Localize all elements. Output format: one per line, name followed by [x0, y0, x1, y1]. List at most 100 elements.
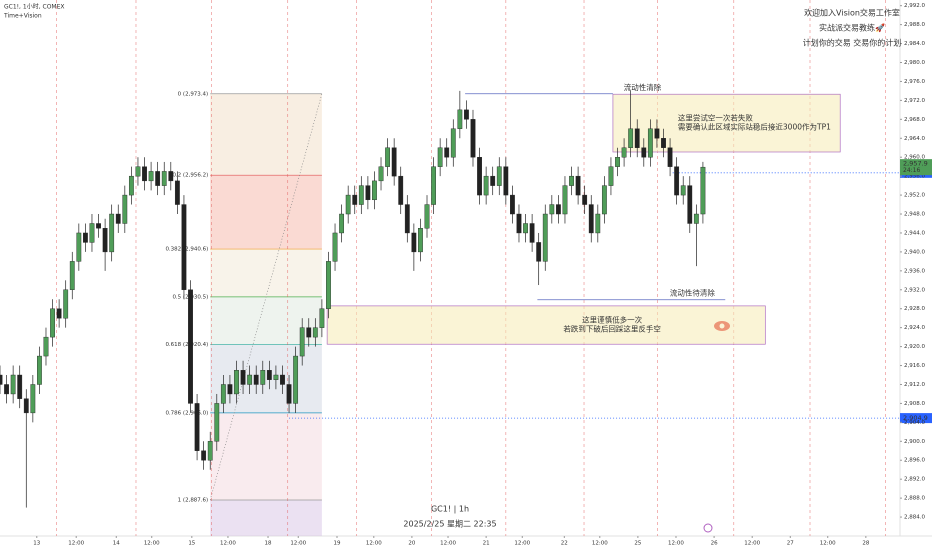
fib-band — [210, 344, 322, 413]
candle-body — [306, 327, 312, 338]
candle-body — [293, 355, 299, 404]
liquidity-label: 流动性清除 — [624, 82, 662, 92]
candle-body — [450, 128, 456, 158]
candle-body — [601, 185, 607, 215]
price-tag — [900, 413, 932, 424]
y-tick-label: 2,972.0 — [904, 98, 925, 104]
candle-body — [142, 166, 147, 182]
candle-body — [529, 223, 535, 243]
candle-body — [431, 166, 436, 205]
last-price-tag — [900, 159, 932, 176]
candle-body — [50, 308, 55, 338]
y-tick-label: 2,924.0 — [904, 325, 925, 331]
x-tick-label: 12:00 — [820, 541, 836, 547]
candle-body — [207, 441, 213, 461]
fib-band — [210, 93, 322, 176]
candle-body — [17, 374, 23, 399]
y-tick-label: 2,976.0 — [904, 79, 925, 85]
y-tick-label: 2,908.0 — [904, 401, 925, 407]
candle-body — [516, 213, 522, 234]
candle-body — [555, 204, 561, 215]
y-tick-label: 2,992.0 — [904, 3, 925, 9]
candle-body — [510, 194, 515, 215]
candle-body — [542, 213, 548, 262]
x-tick-label: 20 — [408, 541, 415, 547]
candle-body — [418, 228, 423, 253]
annotation-text: 若跌到下破后回踩这里反手空 — [563, 324, 661, 334]
annotation-text: 这里尝试空一次若失败 — [678, 113, 753, 123]
fib-label: 0.382 (2,940.6) — [165, 247, 208, 253]
candle-body — [582, 194, 588, 205]
candle-body — [477, 157, 482, 196]
candle-body — [10, 374, 16, 395]
y-tick-label: 2,928.0 — [904, 306, 925, 312]
candle-body — [161, 171, 167, 186]
candle-body — [96, 223, 101, 229]
y-tick-label: 2,940.0 — [904, 249, 925, 255]
candle-body — [667, 147, 673, 167]
x-tick-label: 12:00 — [144, 541, 160, 547]
candle-body — [411, 232, 417, 253]
candle-body — [496, 166, 502, 186]
y-tick-label: 2,932.0 — [904, 287, 925, 293]
x-tick-label: 25 — [634, 541, 641, 547]
candle-body — [523, 223, 528, 234]
candle-body — [391, 147, 397, 177]
candle-body — [634, 128, 640, 148]
candle-body — [63, 289, 69, 319]
x-tick-label: 12:00 — [220, 541, 236, 547]
event-icon — [703, 523, 713, 533]
y-tick-label: 2,900.0 — [904, 439, 925, 445]
candle-body — [220, 384, 226, 404]
candle-body — [615, 157, 620, 167]
annotation-text: 这里谨慎低多一次 — [582, 315, 642, 325]
watermark: 2025/2/25 星期二 22:35 — [403, 520, 496, 529]
candle-body — [194, 403, 200, 451]
candle-body — [575, 175, 581, 196]
y-tick-label: 2,904.0 — [904, 420, 925, 426]
candle-body — [43, 336, 49, 357]
x-tick-label: 18 — [265, 541, 272, 547]
candle-body — [240, 370, 246, 385]
x-tick-label: 12:00 — [290, 541, 306, 547]
candle-body — [76, 232, 82, 262]
candle-body — [398, 175, 404, 205]
fib-band — [210, 296, 322, 345]
candle-body — [693, 213, 699, 224]
candle-body — [326, 261, 331, 309]
fib-band — [210, 500, 322, 536]
x-tick-label: 28 — [862, 541, 869, 547]
candle-body — [595, 213, 601, 234]
candle-body — [385, 147, 390, 167]
candle-body — [227, 384, 233, 395]
x-tick-label: 12:00 — [514, 541, 530, 547]
candle-body — [135, 166, 141, 177]
candle-body — [253, 374, 259, 385]
fib-trend — [209, 93, 323, 501]
fib-label: 0.2 (2,956.2) — [172, 173, 208, 179]
candle-body — [628, 128, 634, 148]
candle-body — [280, 374, 285, 385]
candle-body — [234, 370, 239, 395]
candle-body — [122, 194, 128, 224]
candle-body — [647, 128, 653, 158]
candle-body — [148, 171, 154, 182]
candle-body — [483, 175, 489, 196]
y-tick-label: 2,912.0 — [904, 382, 925, 388]
candle-body — [155, 171, 161, 186]
candle-body — [339, 213, 345, 234]
fib-label: 0 (2,973.4) — [178, 91, 209, 97]
x-tick-label: 15 — [188, 541, 195, 547]
candle-body — [181, 204, 187, 290]
x-tick-label: 14 — [113, 541, 120, 547]
candle-body — [424, 204, 430, 229]
y-tick-label: 2,964.0 — [904, 136, 925, 142]
x-tick-label: 22 — [561, 541, 568, 547]
candle-body — [654, 128, 660, 139]
promo-text: 实战派交易教练🚀 — [819, 23, 885, 33]
y-tick-label: 2,916.0 — [904, 363, 925, 369]
x-tick-label: 12:00 — [744, 541, 760, 547]
candle-body — [562, 185, 568, 215]
candle-body — [608, 166, 614, 186]
